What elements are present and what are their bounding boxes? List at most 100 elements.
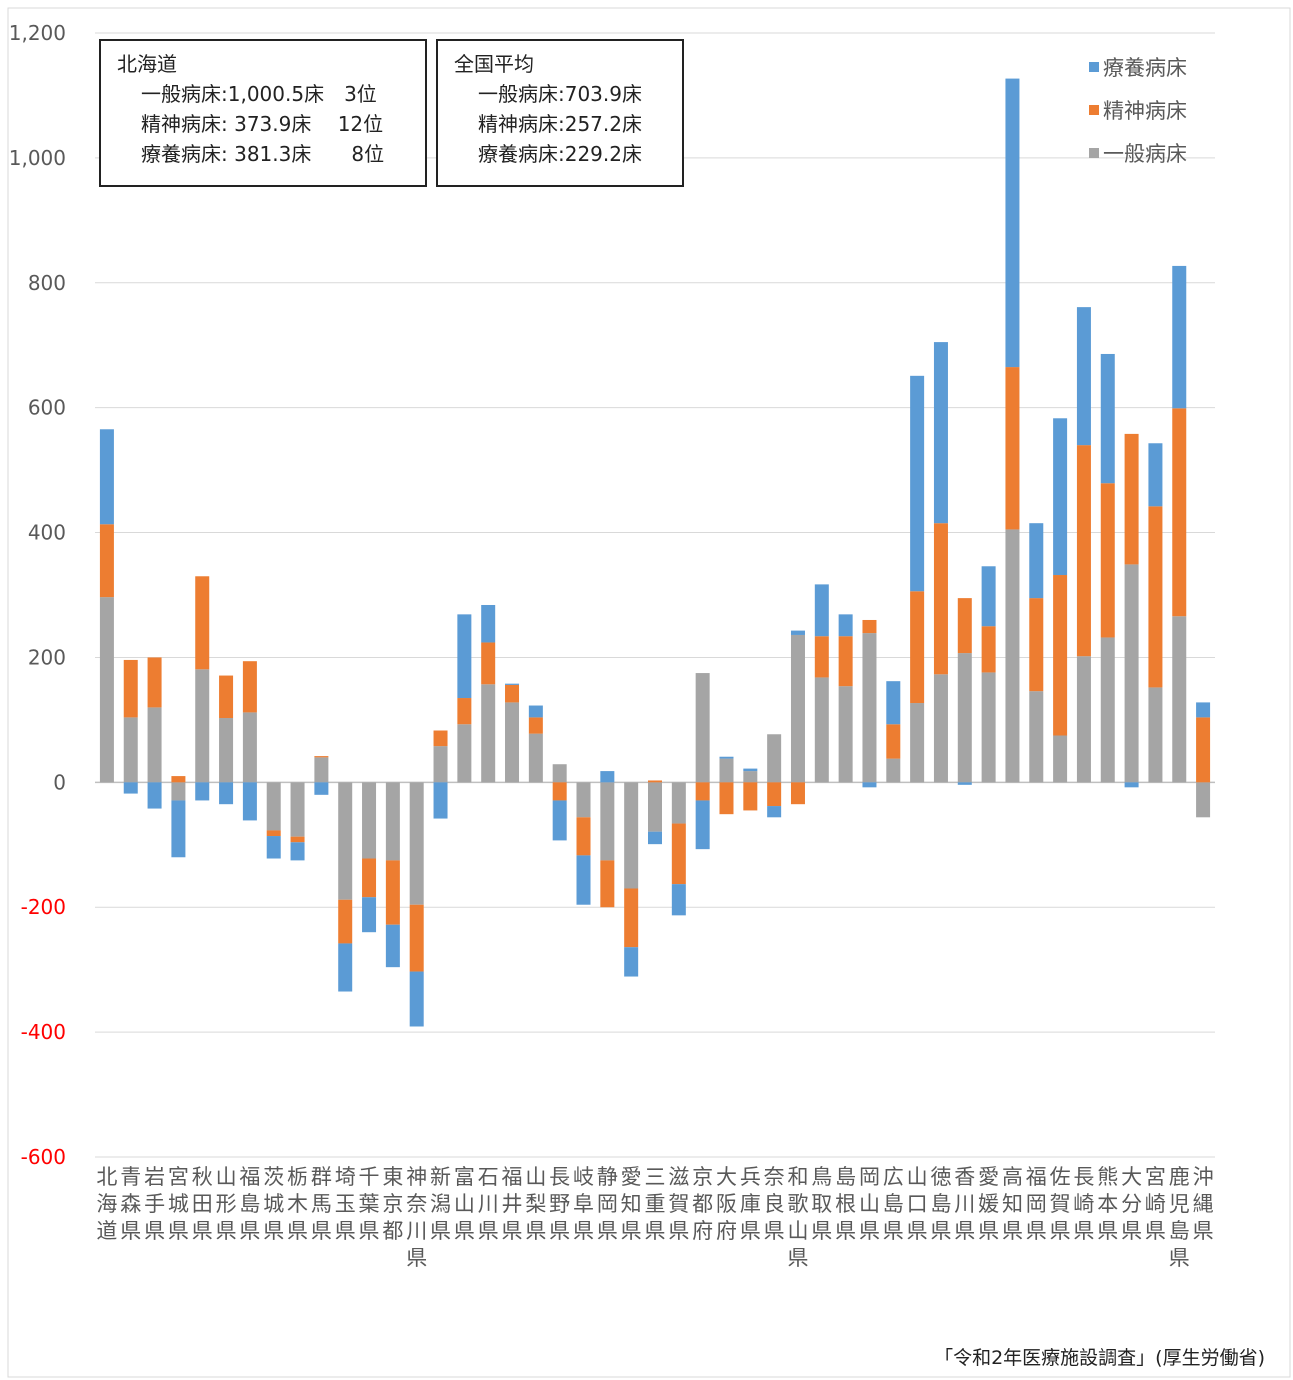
x-tick-label: 山梨県 — [525, 1165, 546, 1243]
bar-segment — [1029, 691, 1044, 783]
annotation-line: 一般病床:703.9床 — [478, 82, 642, 106]
bar-segment — [957, 598, 972, 654]
bar-segment — [743, 771, 758, 783]
legend-swatch — [1089, 62, 1099, 72]
x-tick-label: 岩手県 — [144, 1165, 165, 1243]
bar-segment — [910, 591, 925, 704]
bar-segment — [1029, 598, 1044, 692]
bar-segment — [1196, 717, 1211, 783]
annotation-title: 全国平均 — [454, 52, 534, 76]
bar-segment — [505, 702, 520, 783]
bar-segment — [266, 830, 281, 837]
bar-segment — [838, 686, 853, 783]
bar-segment — [1005, 367, 1020, 530]
x-tick-label: 香川県 — [954, 1165, 975, 1243]
bar-segment — [767, 806, 782, 818]
bar-segment — [862, 633, 877, 783]
x-tick-label: 鳥取県 — [811, 1165, 832, 1243]
bar-segment — [362, 858, 377, 898]
y-tick-label: 400 — [28, 521, 66, 545]
bar-segment — [957, 653, 972, 783]
bar-segment — [457, 614, 472, 699]
bar-segment — [385, 924, 400, 968]
bar-segment — [219, 718, 234, 783]
bar-segment — [933, 674, 948, 783]
x-tick-label: 福井県 — [502, 1165, 523, 1243]
x-tick-label: 徳島県 — [930, 1165, 951, 1243]
bar-segment — [123, 659, 138, 718]
x-tick-label: 富山県 — [454, 1165, 475, 1243]
bar-segment — [910, 375, 925, 592]
bar-segment — [147, 707, 162, 783]
bar-segment — [719, 782, 734, 815]
bar-segment — [1124, 782, 1139, 788]
bar-segment — [957, 782, 972, 785]
bar-segment — [1196, 782, 1211, 818]
y-tick-label: -200 — [21, 895, 66, 919]
x-tick-label: 山形県 — [216, 1165, 237, 1243]
bar-segment — [1053, 575, 1068, 736]
annotation-line: 療養病床: 381.3床 8位 — [141, 142, 385, 166]
bar-segment — [743, 768, 758, 772]
bar-segment — [314, 782, 329, 795]
bar-segment — [743, 782, 758, 811]
bar-segment — [600, 860, 615, 908]
bar-segment — [433, 730, 448, 747]
bar-segment — [695, 782, 710, 801]
x-tick-label: 東京都 — [382, 1165, 403, 1243]
bar-segment — [862, 782, 877, 788]
bar-segment — [1124, 433, 1139, 565]
bar-segment — [695, 673, 710, 783]
x-tick-label: 長野県 — [549, 1165, 570, 1243]
bar-segment — [1100, 637, 1115, 783]
y-tick-label: -400 — [21, 1020, 66, 1044]
legend-swatch — [1089, 105, 1099, 115]
x-tick-label: 岐阜県 — [573, 1165, 594, 1243]
bar-segment — [99, 524, 114, 598]
annotation-box: 北海道 一般病床:1,000.5床 3位 精神病床: 373.9床 12位 療養病床:… — [99, 39, 427, 187]
x-tick-label: 島根県 — [835, 1165, 856, 1243]
bar-segment — [1100, 483, 1115, 638]
bar-segment — [814, 677, 829, 783]
bar-segment — [933, 342, 948, 524]
bar-segment — [981, 566, 996, 627]
annotation-title: 北海道 — [117, 52, 177, 76]
bar-segment — [481, 604, 496, 643]
bar-segment — [385, 860, 400, 925]
x-tick-label: 大分県 — [1121, 1165, 1142, 1243]
bar-segment — [1172, 265, 1187, 409]
x-tick-label: 宮崎県 — [1145, 1165, 1166, 1243]
y-tick-label: -600 — [21, 1145, 66, 1169]
bar-segment — [195, 669, 210, 783]
bar-segment — [528, 717, 543, 734]
x-tick-label: 愛知県 — [621, 1165, 642, 1243]
bar-segment — [409, 782, 424, 905]
bar-segment — [195, 782, 210, 801]
y-tick-label: 200 — [28, 645, 66, 669]
bar-segment — [290, 842, 305, 861]
x-tick-label: 滋賀県 — [668, 1165, 689, 1243]
annotation-box: 全国平均 一般病床:703.9床 精神病床:257.2床 療養病床:229.2床 — [436, 39, 684, 187]
bar-segment — [528, 705, 543, 718]
y-tick-label: 600 — [28, 396, 66, 420]
bar-segment — [933, 523, 948, 675]
bar-segment — [838, 636, 853, 687]
bar-segment — [362, 782, 377, 859]
x-tick-label: 埼玉県 — [335, 1165, 356, 1243]
x-tick-label: 佐賀県 — [1050, 1165, 1071, 1243]
bar-segment — [195, 576, 210, 670]
bar-segment — [790, 634, 805, 783]
x-tick-label: 茨城県 — [263, 1165, 284, 1243]
bar-segment — [266, 782, 281, 831]
bar-segment — [409, 904, 424, 972]
bar-segment — [171, 782, 186, 801]
bar-segment — [338, 943, 353, 992]
bar-segment — [123, 717, 138, 783]
bar-segment — [814, 584, 829, 637]
bar-segment — [576, 855, 591, 905]
bar-segment — [838, 614, 853, 637]
x-tick-label: 奈良県 — [764, 1165, 785, 1243]
bar-segment — [695, 800, 710, 850]
annotation-line: 精神病床:257.2床 — [478, 112, 642, 136]
